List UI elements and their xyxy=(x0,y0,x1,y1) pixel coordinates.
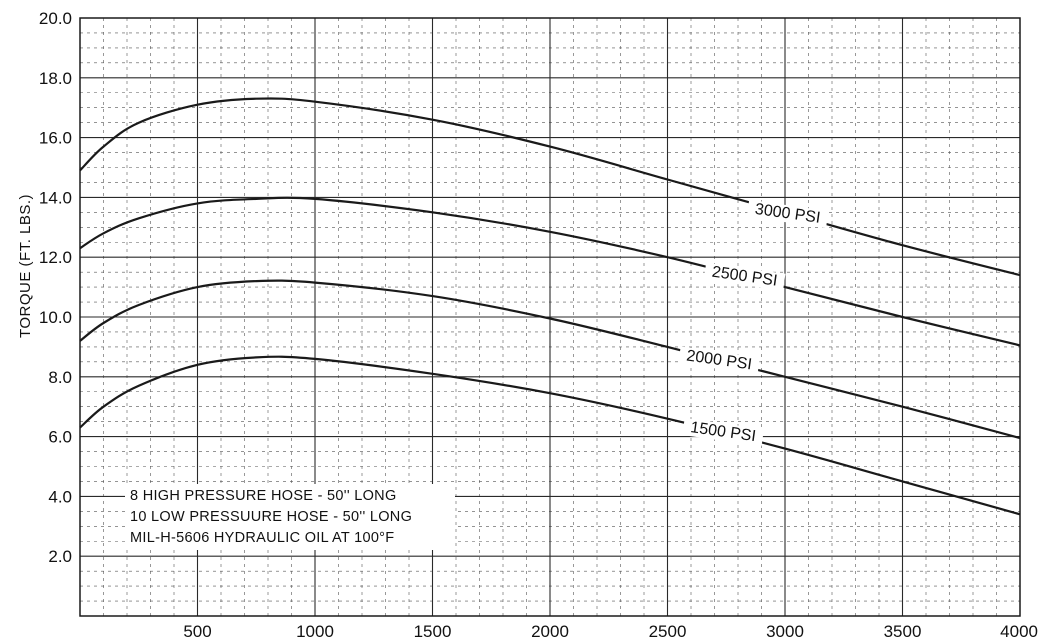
y-tick-label: 6.0 xyxy=(48,428,72,447)
x-tick-labels: 500 1000 1500 2000 2500 3000 3500 4000 xyxy=(183,622,1038,641)
y-tick-label: 4.0 xyxy=(48,487,72,506)
series-label-text: 2500 PSI xyxy=(711,264,779,290)
x-tick-label: 1500 xyxy=(414,622,452,641)
note-line: 8 HIGH PRESSURE HOSE - 50'' LONG xyxy=(130,488,397,504)
note-backing xyxy=(125,484,455,550)
series-label-backing xyxy=(678,346,760,375)
y-tick-label: 20.0 xyxy=(39,9,72,28)
series-label-text: 3000 PSI xyxy=(754,201,822,227)
plot-frame xyxy=(79,17,1021,617)
series-label: 2500 PSI xyxy=(703,262,786,291)
note-line: MIL-H-5606 HYDRAULIC OIL AT 100°F xyxy=(130,530,394,546)
y-tick-labels: 2.0 4.0 6.0 8.0 10.0 12.0 14.0 16.0 18.0 20.0 xyxy=(39,9,72,566)
y-tick-label: 12.0 xyxy=(39,248,72,267)
x-tick-label: 500 xyxy=(183,622,211,641)
series-label-text: 2000 PSI xyxy=(685,347,753,373)
x-tick-label: 4000 xyxy=(1000,622,1038,641)
series-lines xyxy=(79,97,1021,516)
x-tick-label: 3000 xyxy=(766,622,804,641)
x-tick-label: 2500 xyxy=(649,622,687,641)
series-label-text: 1500 PSI xyxy=(689,419,757,445)
conditions-note: 8 HIGH PRESSURE HOSE - 50'' LONG 10 LOW P… xyxy=(125,484,455,550)
y-tick-label: 8.0 xyxy=(48,368,72,387)
series-labels: 3000 PSI 2500 PSI 2000 PSI 1500 PSI xyxy=(678,199,829,447)
series-label: 2000 PSI xyxy=(678,346,760,375)
y-tick-label: 18.0 xyxy=(39,69,72,88)
series-line-2500-psi xyxy=(79,196,1021,347)
series-label: 3000 PSI xyxy=(746,199,829,228)
note-line: 10 LOW PRESSUURE HOSE - 50'' LONG xyxy=(130,509,412,525)
series-label-backing xyxy=(746,199,829,228)
y-tick-label: 10.0 xyxy=(39,308,72,327)
x-tick-label: 3500 xyxy=(884,622,922,641)
series-line-2000-psi xyxy=(79,279,1021,440)
series-line-1500-psi xyxy=(79,355,1021,516)
series-line-3000-psi xyxy=(79,97,1021,277)
series-label: 1500 PSI xyxy=(682,418,764,447)
series-label-backing xyxy=(682,418,764,447)
y-axis-title: TORQUE (FT. LBS.) xyxy=(17,194,34,338)
x-tick-label: 1000 xyxy=(296,622,334,641)
y-tick-label: 2.0 xyxy=(48,547,72,566)
y-tick-label: 16.0 xyxy=(39,129,72,148)
x-tick-label: 2000 xyxy=(531,622,569,641)
y-tick-label: 14.0 xyxy=(39,188,72,207)
series-label-backing xyxy=(703,262,786,291)
